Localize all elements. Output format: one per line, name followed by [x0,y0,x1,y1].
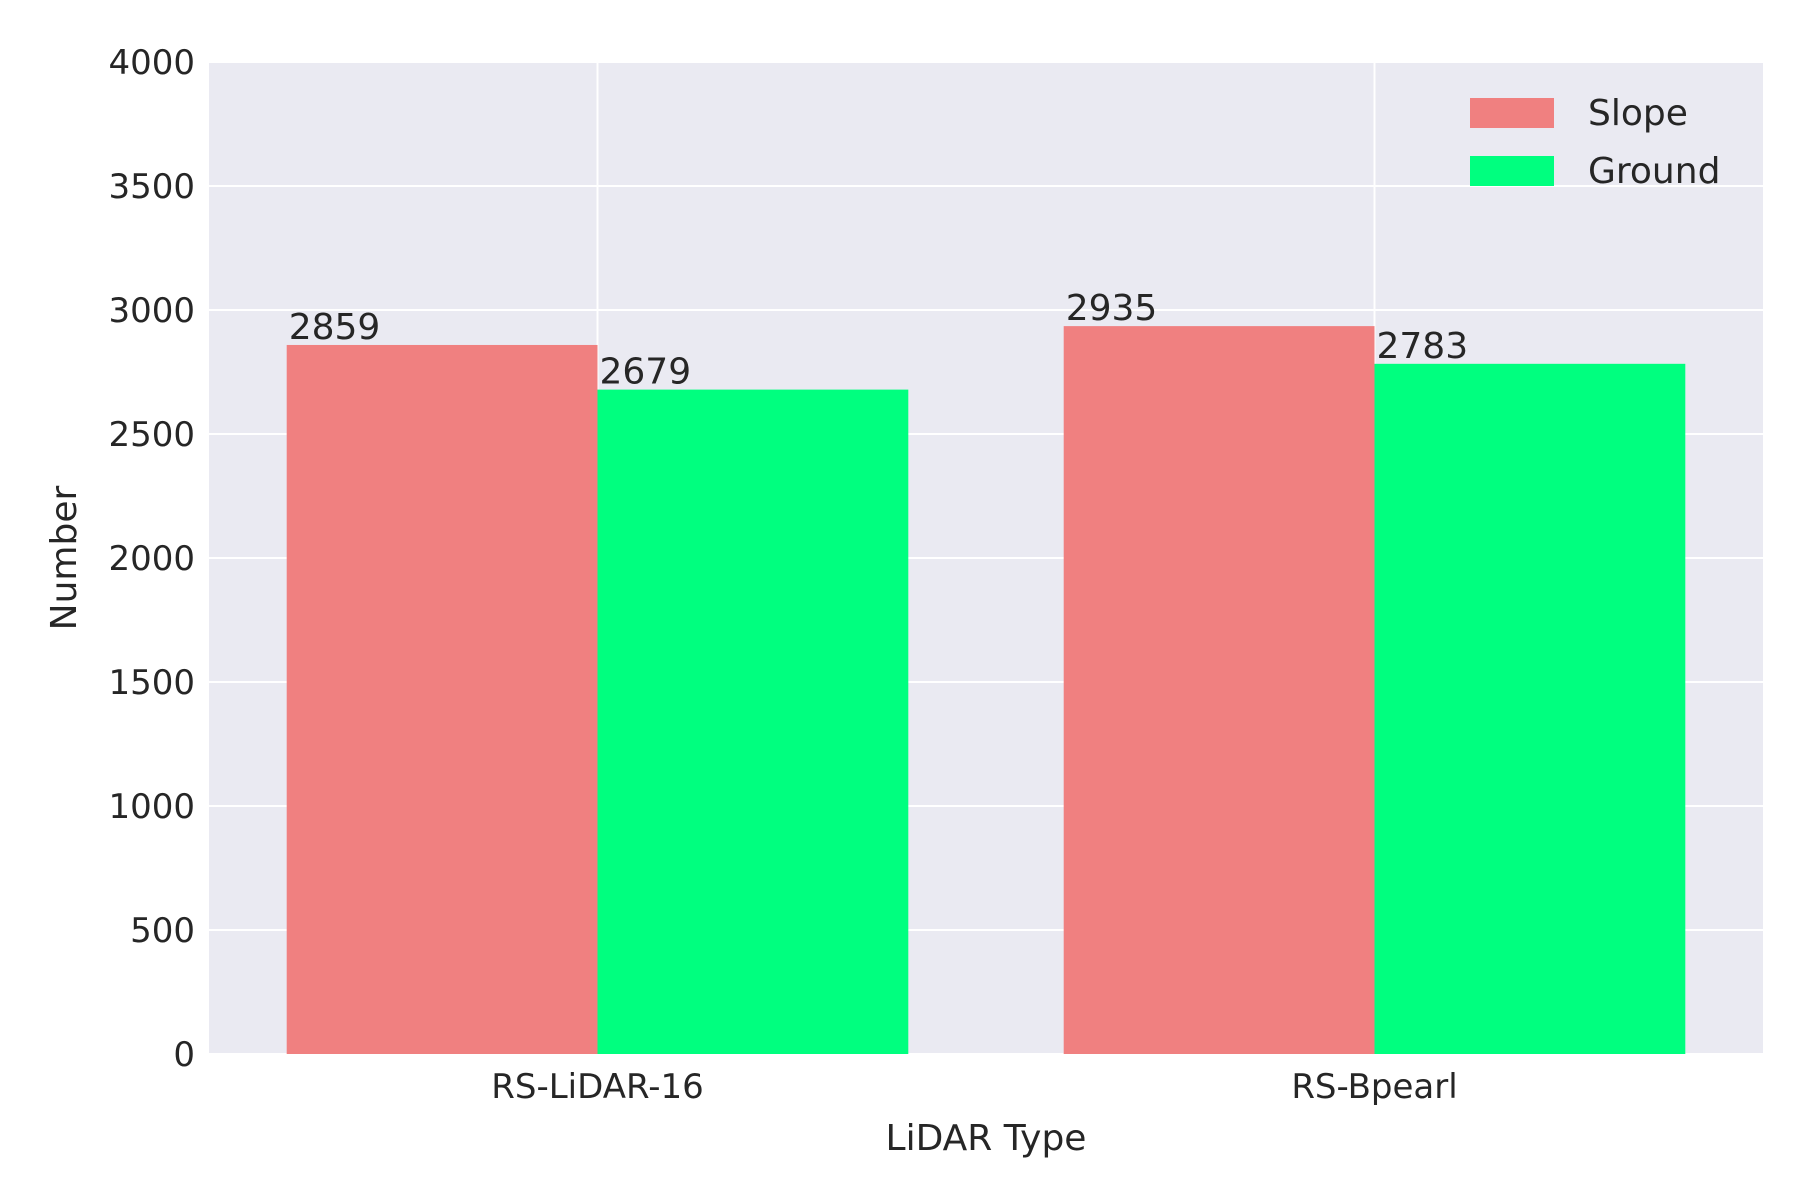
bar-slope-1 [1063,326,1375,1054]
legend-swatch-ground [1470,156,1554,186]
y-tick-label: 2500 [108,415,195,455]
y-tick-label: 1500 [108,663,195,703]
legend-swatch-slope [1470,98,1554,128]
legend-label-ground: Ground [1588,151,1720,192]
data-labels: 2859 2935 2679 2783 [289,288,1468,392]
legend: Slope Ground [1470,93,1720,192]
x-axis-label: LiDAR Type [886,1118,1087,1159]
bar-slope-0 [286,344,598,1054]
y-tick-label: 3500 [108,167,195,207]
y-tick-label: 2000 [108,539,195,579]
y-tick-label: 0 [173,1035,195,1075]
y-tick-label: 4000 [108,43,195,83]
data-label-slope-1: 2935 [1066,288,1158,329]
data-label-slope-0: 2859 [289,307,381,348]
x-axis-ticks: RS-LiDAR-16 RS-Bpearl [491,1067,1457,1107]
x-tick-label: RS-Bpearl [1291,1067,1457,1107]
y-tick-label: 1000 [108,787,195,827]
x-tick-label: RS-LiDAR-16 [491,1067,703,1107]
y-tick-label: 3000 [108,291,195,331]
y-axis-label: Number [44,485,85,630]
bar-ground-0 [597,389,909,1054]
data-label-ground-1: 2783 [1377,326,1469,367]
legend-label-slope: Slope [1588,93,1688,134]
bars [286,326,1686,1054]
data-label-ground-0: 2679 [600,352,692,393]
bar-ground-1 [1374,363,1686,1054]
y-tick-label: 500 [130,911,195,951]
y-axis-ticks: 0 500 1000 1500 2000 2500 3000 3500 4000 [108,43,195,1075]
